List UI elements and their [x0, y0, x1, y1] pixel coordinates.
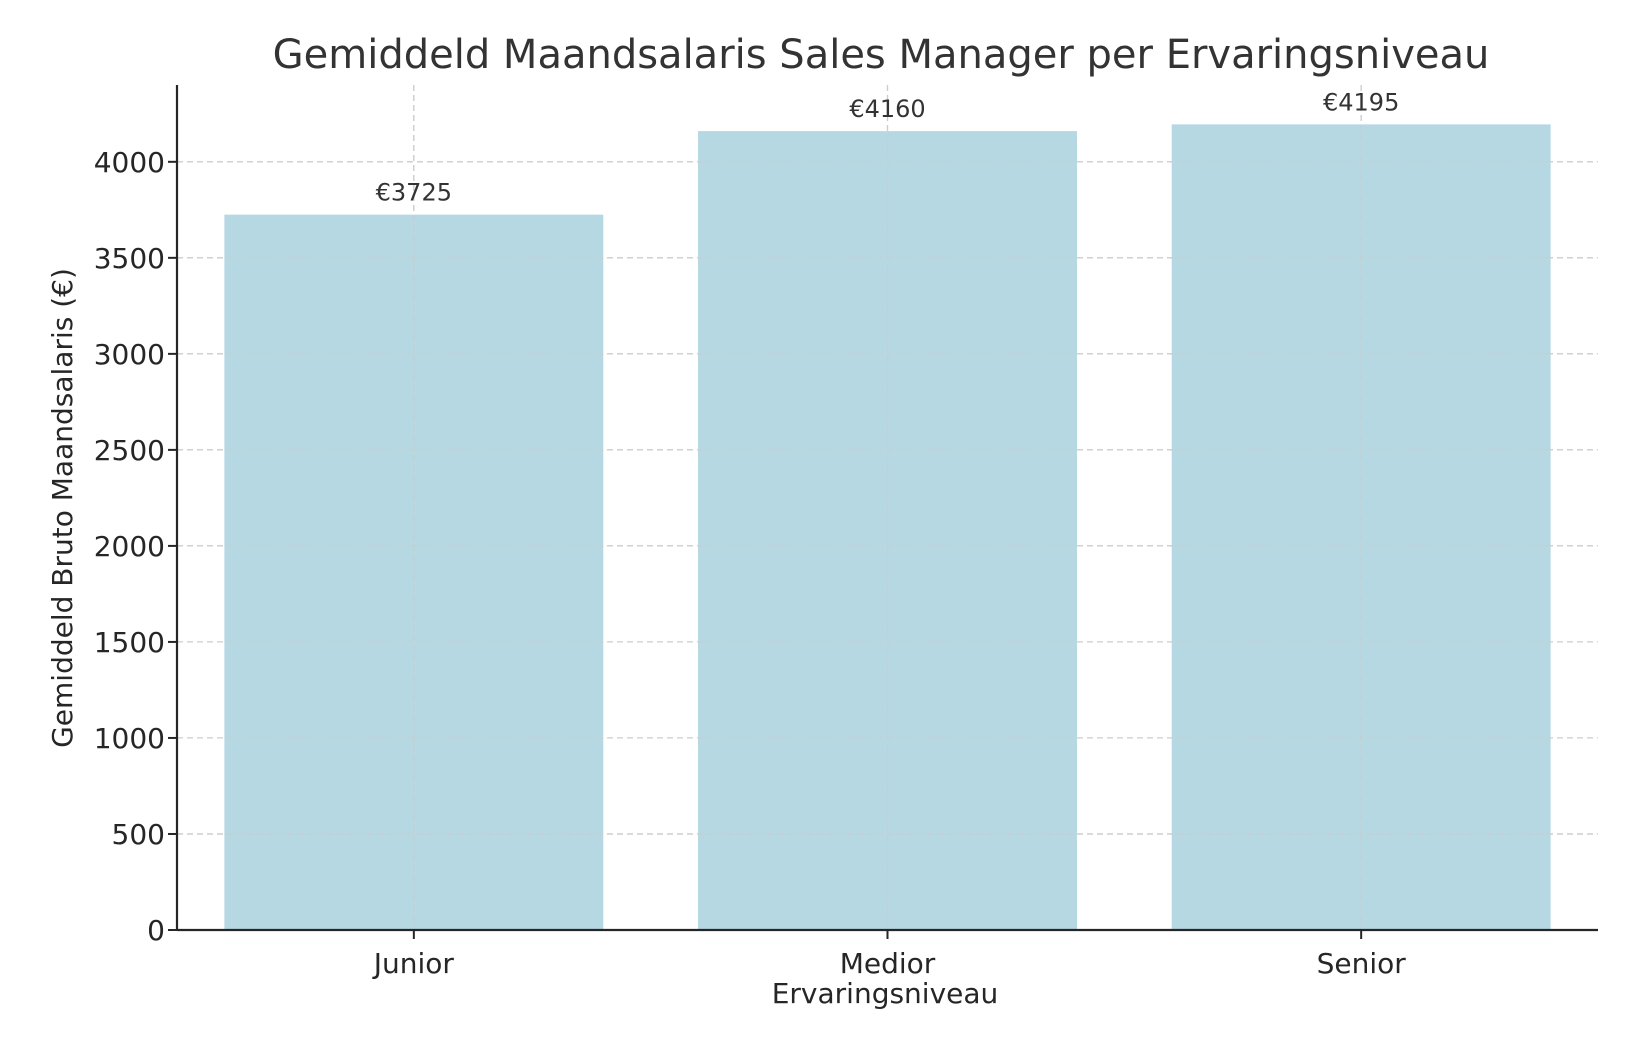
- y-axis-title: Gemiddeld Bruto Maandsalaris (€): [46, 268, 79, 748]
- y-tick-label: 4000: [94, 146, 165, 179]
- bar-junior: [224, 214, 604, 930]
- y-tick-label: 500: [112, 818, 165, 851]
- y-tick-label: 2500: [94, 434, 165, 467]
- x-tick-label: Medior: [840, 947, 936, 980]
- data-labels-layer: €3725 €4160 €4195: [376, 88, 1400, 206]
- ticks-layer: 0 500 1000 1500 2000 2500 3000 3500 4000 Junior Me…: [94, 146, 1407, 980]
- y-tick-label: 0: [147, 914, 165, 947]
- data-label: €4160: [849, 95, 925, 123]
- x-axis-title: Ervaringsniveau: [772, 977, 999, 1010]
- x-tick-label: Junior: [372, 947, 455, 980]
- y-tick-label: 1000: [94, 722, 165, 755]
- data-label: €4195: [1323, 88, 1399, 116]
- data-label: €3725: [376, 179, 452, 207]
- y-tick-label: 3500: [94, 242, 165, 275]
- x-tick-label: Senior: [1317, 947, 1407, 980]
- bars-layer: [177, 85, 1598, 930]
- y-tick-label: 2000: [94, 530, 165, 563]
- y-tick-label: 3000: [94, 338, 165, 371]
- y-tick-label: 1500: [94, 626, 165, 659]
- chart-title: Gemiddeld Maandsalaris Sales Manager per…: [273, 32, 1490, 78]
